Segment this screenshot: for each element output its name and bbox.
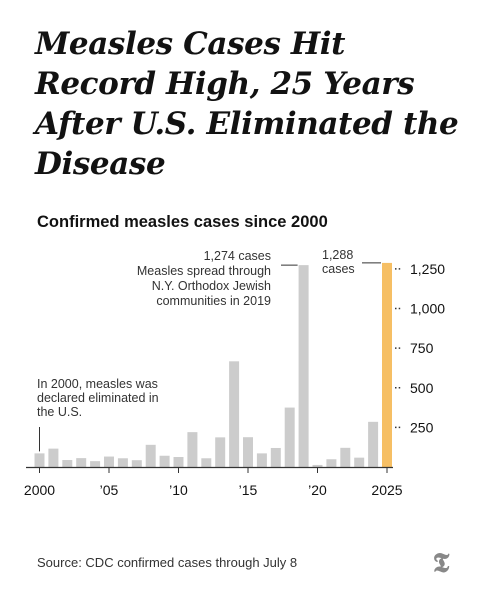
x-tick-label: 2025 [371,482,402,498]
bar-2018 [284,407,295,467]
bar-2009 [159,455,170,467]
bar-2005 [104,456,114,467]
y-tick-label: 1,000 [410,301,445,317]
bar-2007 [131,460,142,467]
annotation-2019-line: N.Y. Orthodox Jewish [152,279,271,293]
y-tick-label: 1,250 [410,261,445,277]
bar-2024 [368,421,379,467]
bar-2008 [145,444,156,467]
bar-2021 [326,459,337,467]
x-tick-label: 2000 [24,482,55,498]
annotation-2019-line: communities in 2019 [156,294,271,308]
bar-2000 [34,453,45,467]
y-tick-label: 250 [410,419,434,435]
bar-2014 [229,361,240,467]
bar-2011 [187,432,198,467]
bar-2004 [90,461,101,467]
bar-2015 [243,437,253,467]
x-tick-label: ’20 [308,482,327,498]
bar-2023 [354,457,365,467]
bar-2012 [201,458,212,467]
annotation-2000-line: the U.S. [37,405,82,419]
bar-2010 [173,457,184,467]
bar-2006 [117,458,128,467]
bar-2016 [256,453,267,467]
bar-2013 [215,437,226,467]
bar-2020 [312,464,323,467]
y-tick-label: 500 [410,380,434,396]
nyt-logo-icon: 𝕿 [433,548,450,577]
x-tick-label: ’10 [169,482,188,498]
annotation-2000-line: declared eliminated in [37,391,159,405]
headline: Measles Cases Hit Record High, 25 Years … [35,26,459,182]
bar-2019 [298,265,309,467]
svg-text:𝕿: 𝕿 [433,548,450,577]
bar-2001 [48,448,59,467]
bar-2022 [340,447,351,467]
bar-2002 [62,460,73,467]
y-tick-label: 750 [410,340,434,356]
x-tick-label: ’05 [100,482,119,498]
chart-title: Confirmed measles cases since 2000 [37,213,328,231]
bar-2025 [382,262,392,467]
x-tick-label: ’15 [239,482,258,498]
annotation-2019-line: Measles spread through [137,264,271,278]
bar-2017 [270,447,281,467]
bar-2003 [76,458,87,467]
annotation-2025-line: cases [322,262,355,276]
annotation-2025-line: 1,288 [322,248,353,262]
annotation-2019-line: 1,274 cases [204,249,271,263]
annotation-2000-line: In 2000, measles was [37,377,158,391]
source-note: Source: CDC confirmed cases through July… [37,555,298,570]
